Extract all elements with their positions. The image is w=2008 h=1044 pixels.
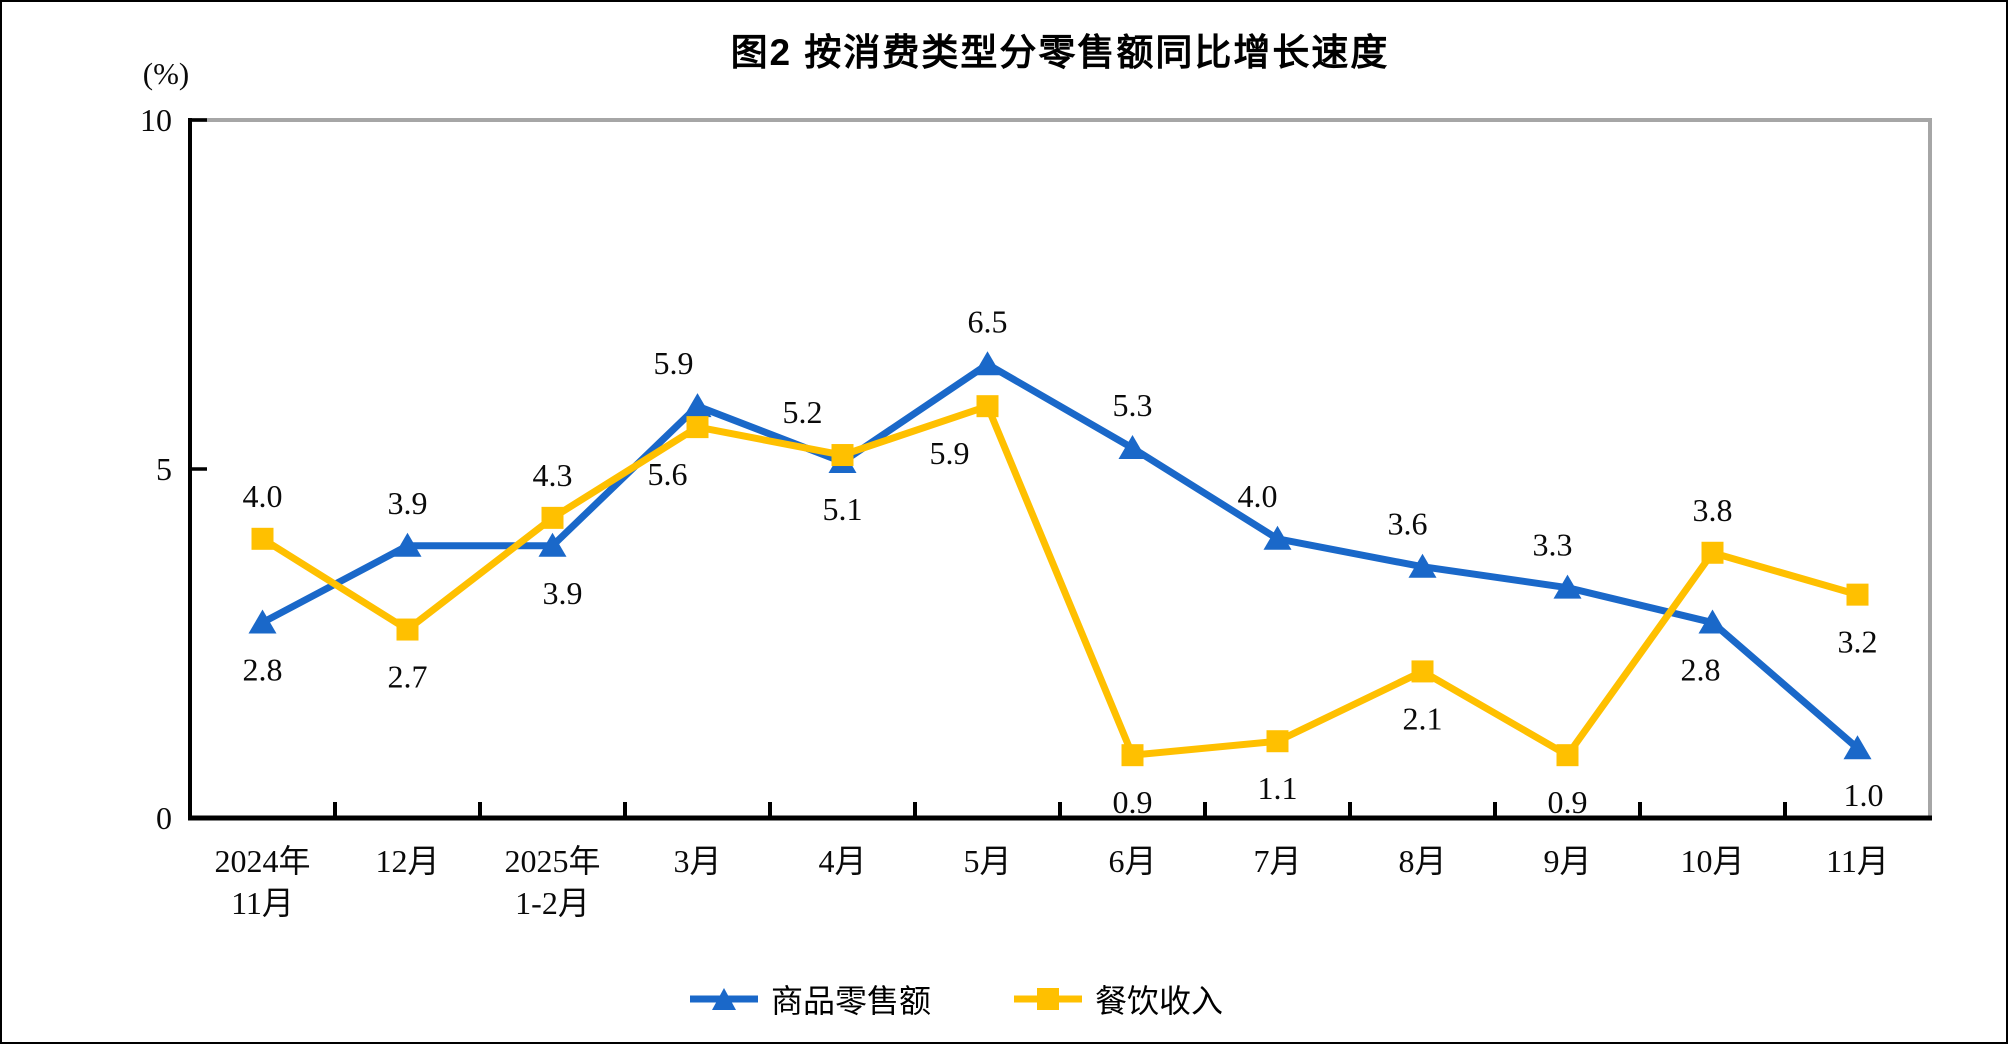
legend-label: 商品零售额 — [770, 983, 931, 1019]
x-axis-label: 10月 — [1680, 843, 1744, 879]
x-axis-label: 4月 — [818, 843, 866, 879]
x-axis-label: 6月 — [1108, 843, 1156, 879]
x-axis-label: 2024年 — [214, 843, 310, 879]
series-marker-square — [1121, 744, 1144, 767]
series-marker-square — [396, 618, 419, 641]
data-label: 2.8 — [1681, 652, 1721, 688]
series-marker-triangle — [1118, 435, 1147, 460]
legend-label: 餐饮收入 — [1095, 983, 1224, 1019]
data-label: 5.1 — [823, 491, 863, 527]
legend-item: 餐饮收入 — [1013, 976, 1223, 1022]
data-label: 5.3 — [1113, 387, 1153, 423]
series-marker-square — [1846, 583, 1869, 606]
series-marker-square — [831, 444, 854, 467]
data-label: 3.8 — [1693, 492, 1733, 528]
series-marker-square — [1701, 541, 1724, 564]
series-marker-square — [541, 506, 564, 529]
x-axis-label: 2025年 — [504, 843, 600, 879]
data-label: 3.3 — [1533, 527, 1573, 563]
data-label: 3.6 — [1388, 506, 1428, 542]
y-axis-label: 5 — [156, 451, 172, 487]
series-marker-square — [251, 527, 274, 550]
x-axis-label: 5月 — [963, 843, 1011, 879]
series-marker-square — [1556, 744, 1579, 767]
data-label: 0.9 — [1548, 784, 1588, 820]
legend-swatch-square — [1014, 988, 1082, 1010]
data-label: 1.1 — [1258, 770, 1298, 806]
data-label: 4.0 — [243, 478, 283, 514]
y-axis-label: 10 — [140, 102, 172, 138]
data-label: 5.6 — [648, 456, 688, 492]
series-line-商品零售额 — [259, 360, 1861, 752]
series-marker-triangle — [1263, 525, 1292, 550]
series-line-餐饮收入 — [259, 402, 1861, 759]
data-label: 4.0 — [1238, 478, 1278, 514]
data-label: 0.9 — [1113, 784, 1153, 820]
legend-item: 商品零售额 — [689, 976, 931, 1022]
series-marker-triangle — [1408, 553, 1437, 578]
series-marker-triangle — [1843, 735, 1872, 760]
series-marker-square — [976, 395, 999, 418]
x-axis-label: 12月 — [375, 843, 439, 879]
series-marker-triangle — [1698, 609, 1727, 634]
x-axis-label: 11月 — [1826, 843, 1889, 879]
data-label: 5.9 — [930, 435, 970, 471]
data-label: 2.8 — [243, 652, 283, 688]
data-label: 4.3 — [533, 457, 573, 493]
data-label: 5.2 — [783, 394, 823, 430]
chart-title: 图2 按消费类型分零售额同比增长速度 — [730, 32, 1390, 73]
series-marker-triangle — [538, 532, 567, 557]
data-label: 3.9 — [543, 575, 583, 611]
series-marker-square — [1266, 730, 1289, 753]
x-axis-label: 7月 — [1253, 843, 1301, 879]
series-marker-square — [1411, 660, 1434, 683]
legend-swatch-triangle — [689, 988, 758, 1010]
data-label: 3.2 — [1838, 624, 1878, 660]
y-axis-unit-label: (%) — [143, 56, 189, 91]
x-axis-label: 1-2月 — [515, 885, 590, 921]
x-axis-label: 11月 — [231, 885, 294, 921]
x-axis-label: 3月 — [673, 843, 721, 879]
series-marker-triangle — [393, 532, 422, 557]
x-axis-label: 9月 — [1543, 843, 1591, 879]
data-label: 3.9 — [388, 485, 428, 521]
data-label: 6.5 — [968, 303, 1008, 339]
data-label: 2.7 — [388, 659, 428, 695]
data-label: 2.1 — [1403, 700, 1443, 736]
data-label: 5.9 — [654, 345, 694, 381]
series-marker-triangle — [248, 609, 277, 634]
series-marker-triangle — [973, 351, 1002, 376]
x-axis-label: 8月 — [1398, 843, 1446, 879]
y-axis-label: 0 — [156, 800, 172, 836]
chart-legend: 商品零售额 餐饮收入 — [0, 976, 1960, 1022]
data-label: 1.0 — [1844, 777, 1884, 813]
series-marker-triangle — [683, 393, 712, 418]
series-marker-square — [686, 416, 709, 439]
series-marker-triangle — [1553, 574, 1582, 599]
